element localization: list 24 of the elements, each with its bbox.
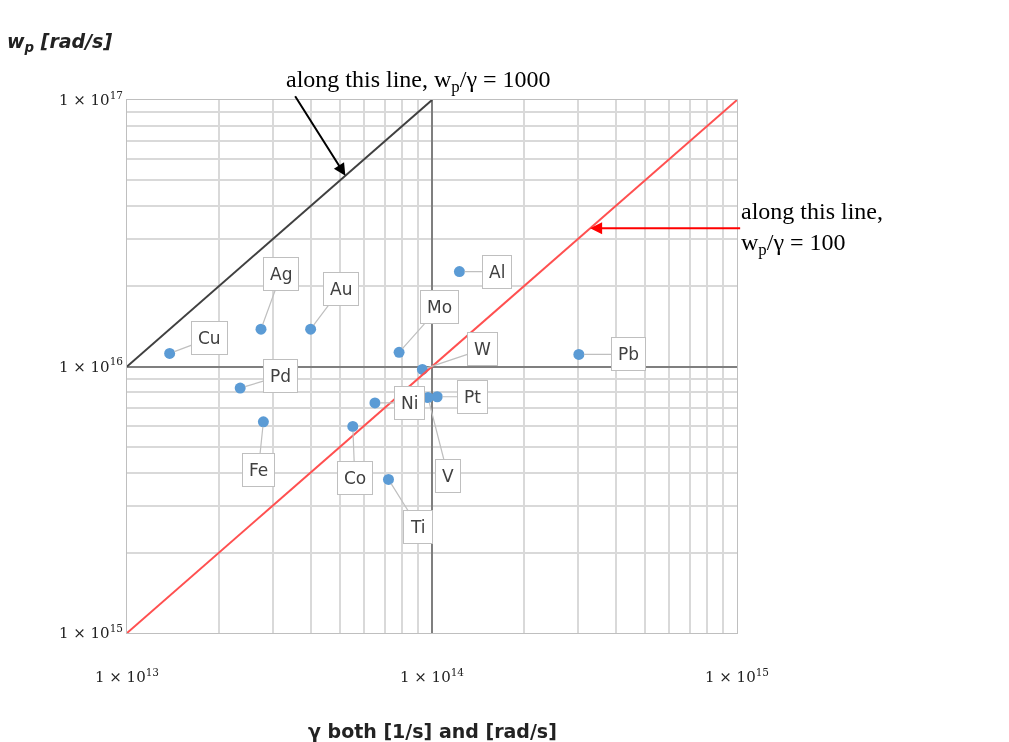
annotation: Pd xyxy=(270,366,292,386)
y-tick-label: 1 × 10$^{16}$ xyxy=(58,355,124,376)
annotation: Pt xyxy=(464,387,482,407)
annotation: W xyxy=(474,339,491,359)
x-tick-label: 1 × 10$^{13}$ xyxy=(94,665,160,686)
annotation: Al xyxy=(489,262,506,282)
x-tick-label: 1 × 10$^{15}$ xyxy=(704,665,770,686)
annotation: Ag xyxy=(270,264,293,284)
annotation: along this line, w$_{p}$/γ = 100 xyxy=(741,198,883,260)
x-tick-label: 1 × 10$^{14}$ xyxy=(399,665,465,686)
annotation: Fe xyxy=(249,460,269,480)
annotation: Mo xyxy=(427,297,453,317)
y-tick-label: 1 × 10$^{15}$ xyxy=(58,621,123,643)
y-tick-label: 1 × 10$^{17}$ xyxy=(58,88,123,110)
annotation: Cu xyxy=(198,328,221,348)
annotation: V xyxy=(442,466,454,486)
annotation: Pb xyxy=(618,344,640,364)
y-axis-title: w$_{p}$ [rad/s] xyxy=(7,30,113,55)
annotation: Co xyxy=(344,468,367,488)
annotation: Au xyxy=(330,279,353,299)
annotation: Ni xyxy=(401,393,419,413)
annotation: along this line, w$_{p}$/γ = 1000 xyxy=(286,66,551,97)
x-axis-title: γ both [1/s] and [rad/s] xyxy=(308,720,557,742)
annotation: Ti xyxy=(410,517,426,537)
